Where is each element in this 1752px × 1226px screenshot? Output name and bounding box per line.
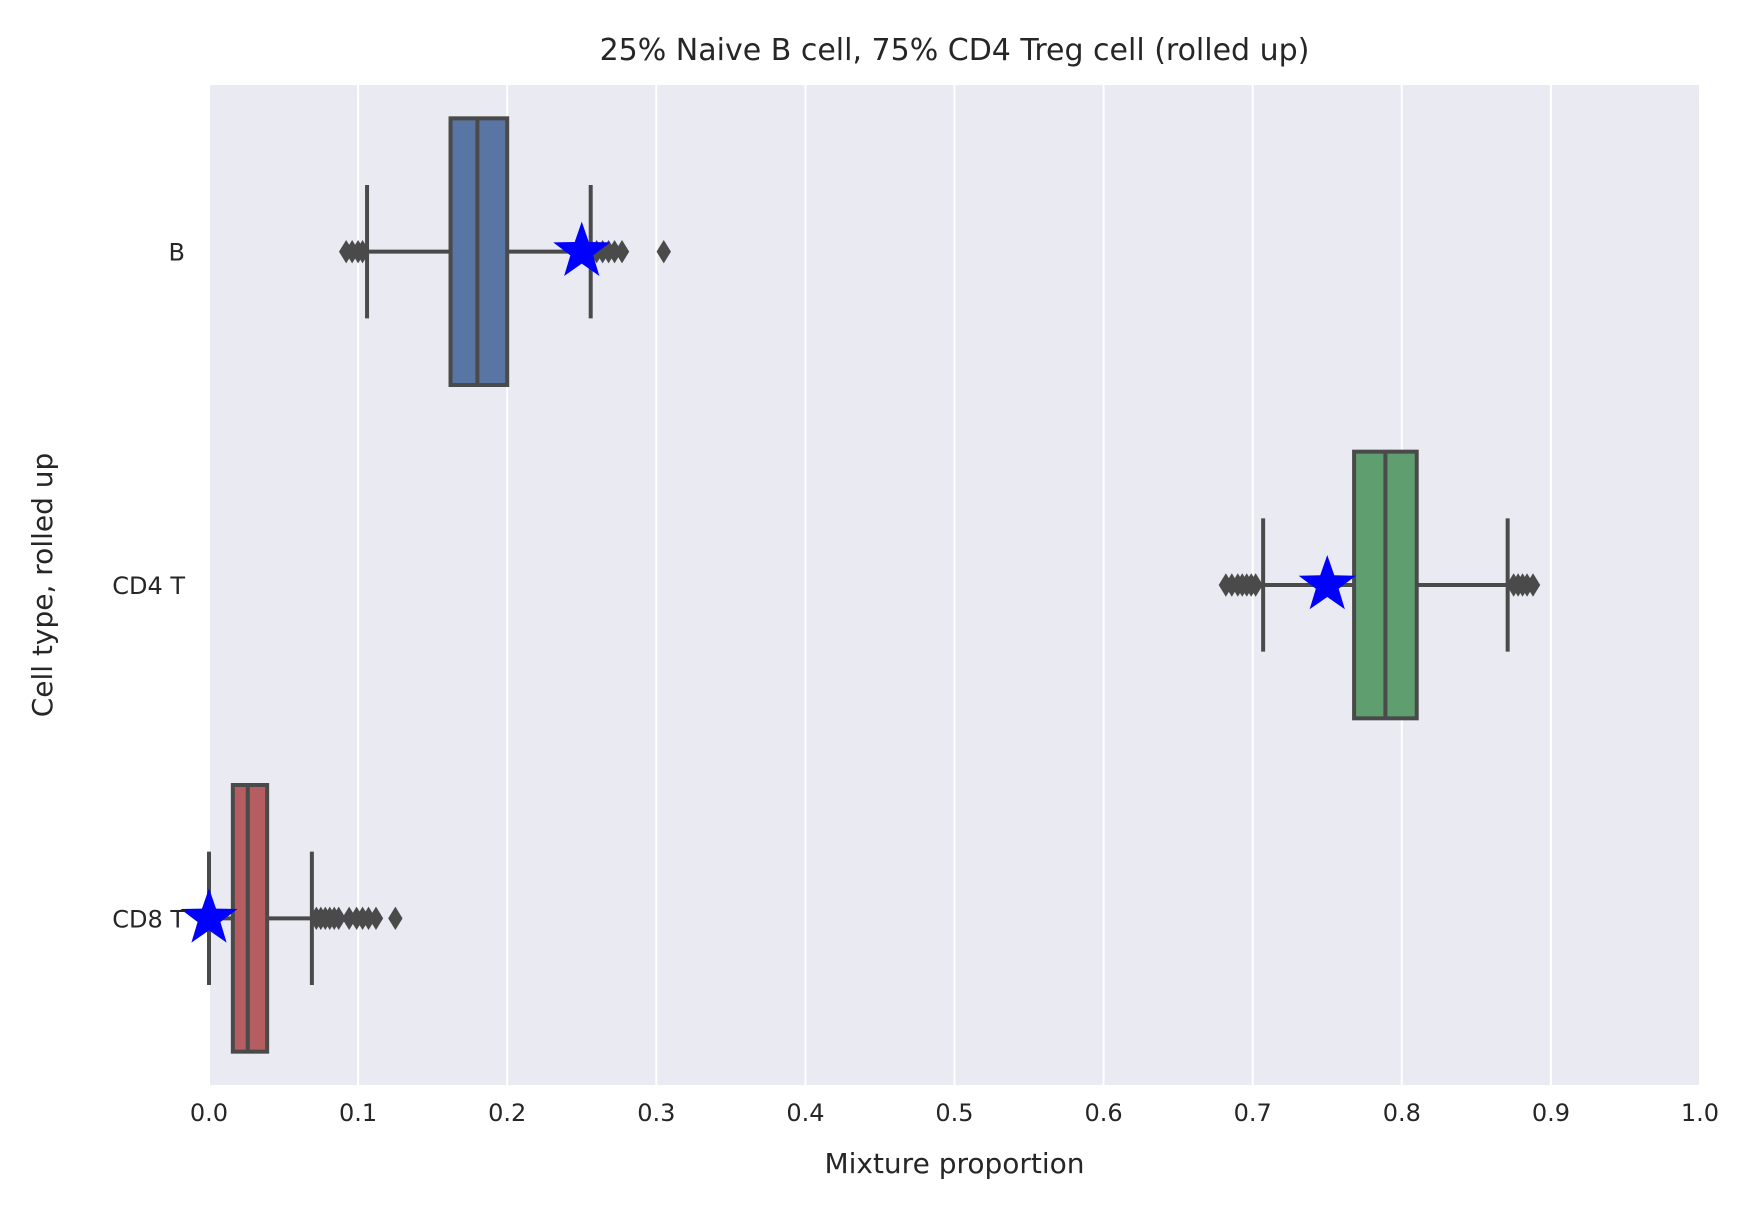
box: [230, 783, 270, 1054]
y-tick-label: CD4 T: [112, 572, 185, 600]
x-tick-label: 0.0: [190, 1099, 228, 1127]
box-group-cd8-t: [180, 783, 403, 1054]
true-value-star: [553, 221, 611, 276]
outlier-point: [388, 906, 403, 931]
x-tick-label: 0.7: [1234, 1099, 1272, 1127]
outlier-point: [656, 239, 671, 264]
x-tick-label: 0.3: [637, 1099, 675, 1127]
y-axis-label: Cell type, rolled up: [26, 453, 59, 718]
outlier-point: [341, 906, 357, 931]
outlier-point: [607, 239, 622, 264]
outlier-point: [368, 906, 384, 931]
outlier-point: [614, 239, 630, 264]
chart-title: 25% Naive B cell, 75% CD4 Treg cell (rol…: [600, 33, 1310, 68]
outlier-point: [355, 239, 370, 264]
y-tick-label: B: [169, 239, 185, 267]
x-tick-label: 0.9: [1532, 1099, 1570, 1127]
x-tick-label: 0.1: [339, 1099, 377, 1127]
box-series: [180, 116, 1541, 1054]
x-axis-label: Mixture proportion: [824, 1147, 1084, 1180]
x-axis-ticks: 0.0 0.1 0.2 0.3 0.4 0.5 0.6 0.7 0.8 0.9 1.0: [190, 1099, 1719, 1127]
true-value-star: [1298, 555, 1356, 610]
outlier-point: [361, 906, 376, 931]
outlier-point: [1525, 573, 1541, 597]
x-tick-label: 0.2: [488, 1099, 526, 1127]
outlier-point: [331, 906, 346, 931]
x-tick-label: 0.4: [786, 1099, 824, 1127]
true-value-star: [180, 888, 238, 943]
x-tick-label: 1.0: [1681, 1099, 1719, 1127]
outlier-point: [1248, 573, 1263, 597]
x-tick-label: 0.5: [935, 1099, 973, 1127]
y-tick-label: CD8 T: [112, 905, 185, 933]
box-group-cd4-t: [1218, 449, 1541, 721]
box-group-b: [338, 116, 671, 387]
x-tick-label: 0.8: [1383, 1099, 1421, 1127]
y-axis-ticks: B CD4 T CD8 T: [112, 239, 185, 934]
x-tick-label: 0.6: [1085, 1099, 1123, 1127]
